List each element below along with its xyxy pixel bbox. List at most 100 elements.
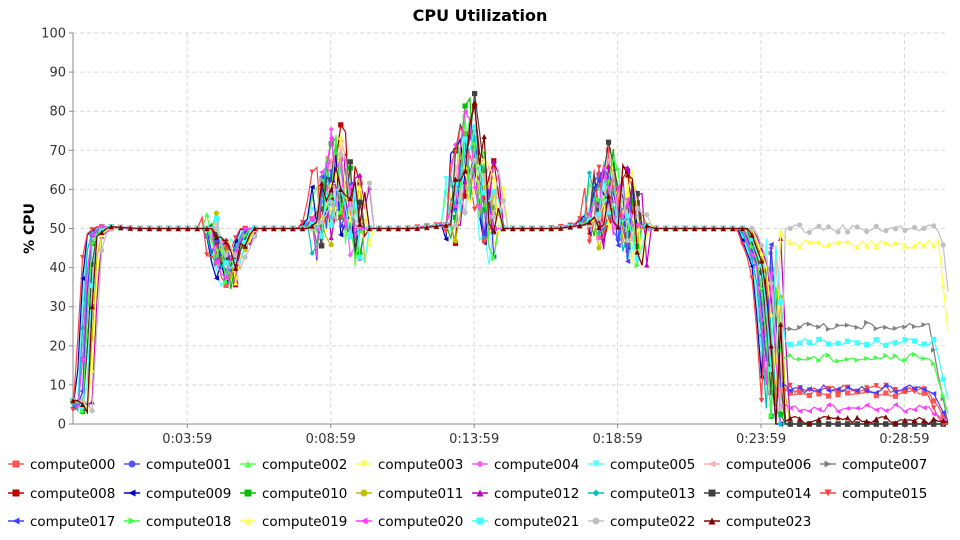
data-point (758, 397, 765, 404)
legend-marker (12, 460, 20, 468)
data-point (443, 229, 449, 235)
data-point (844, 415, 851, 421)
data-point (758, 250, 765, 256)
data-point (338, 122, 344, 128)
data-point (481, 240, 487, 246)
data-point (347, 226, 353, 232)
data-point (452, 149, 459, 155)
data-point (433, 223, 439, 229)
data-point (931, 391, 937, 397)
data-point (797, 389, 803, 395)
data-point (749, 225, 755, 232)
data-point (472, 140, 478, 147)
data-point (366, 241, 373, 247)
data-point (424, 224, 430, 230)
data-point (883, 352, 889, 359)
data-point (443, 236, 449, 242)
data-point (816, 357, 822, 363)
data-point (844, 405, 851, 412)
data-point (462, 168, 468, 174)
data-point (596, 164, 602, 170)
data-point (864, 402, 870, 408)
data-point (625, 172, 631, 178)
data-point (864, 228, 870, 235)
data-point (778, 299, 784, 305)
data-point (357, 221, 363, 227)
data-point (625, 213, 631, 219)
data-point (605, 193, 612, 199)
data-point (873, 326, 879, 332)
legend-marker (360, 489, 368, 497)
y-tick-label: 40 (49, 261, 66, 276)
data-point (749, 275, 755, 281)
data-point (500, 225, 506, 232)
data-point (299, 225, 306, 232)
data-point (204, 252, 210, 258)
data-point (758, 242, 765, 249)
data-point (940, 409, 946, 416)
data-point (768, 366, 774, 372)
data-point (758, 258, 765, 264)
data-point (844, 421, 851, 427)
data-point (797, 356, 803, 362)
data-point (605, 147, 612, 153)
legend-marker (708, 460, 716, 468)
data-point (625, 258, 631, 264)
data-point (739, 225, 745, 232)
data-point (806, 420, 812, 426)
data-point (452, 164, 459, 170)
data-point (242, 239, 248, 246)
data-point (931, 398, 937, 404)
data-point (118, 224, 124, 230)
data-point (328, 126, 334, 132)
data-point (864, 418, 870, 424)
legend-marker (476, 460, 484, 468)
data-point (739, 241, 745, 247)
legend-label: compute000 (30, 457, 115, 473)
legend-marker (360, 460, 368, 468)
data-point (902, 385, 908, 391)
data-point (911, 407, 918, 413)
legend-marker (824, 489, 832, 497)
data-point (625, 165, 631, 171)
data-point (768, 270, 774, 277)
data-point (625, 168, 631, 174)
legend-item-compute004: compute004 (472, 457, 579, 473)
data-point (768, 413, 774, 419)
data-point (931, 405, 937, 411)
data-point (491, 204, 497, 211)
data-point (232, 252, 239, 258)
data-point (854, 244, 860, 250)
data-point (864, 341, 870, 347)
data-point (328, 141, 334, 147)
data-point (223, 280, 229, 286)
data-point (108, 224, 114, 230)
data-point (758, 285, 765, 292)
legend-label: compute009 (146, 486, 231, 502)
legend-marker (12, 489, 20, 497)
data-point (261, 225, 267, 232)
data-point (596, 230, 602, 236)
legend-marker (592, 460, 600, 468)
data-point (873, 392, 879, 399)
data-point (931, 421, 937, 427)
y-tick-label: 80 (49, 105, 66, 120)
data-point (816, 421, 822, 427)
data-point (749, 244, 755, 250)
data-point (931, 243, 937, 249)
data-point (596, 176, 602, 182)
data-point (462, 210, 468, 216)
legend-label: compute021 (494, 514, 579, 530)
data-point (797, 244, 803, 250)
data-point (596, 224, 602, 231)
data-point (873, 337, 879, 343)
data-point (768, 343, 774, 349)
data-point (213, 234, 220, 241)
data-point (883, 421, 889, 427)
data-point (892, 325, 899, 331)
legend-label: compute018 (146, 514, 231, 530)
legend-marker (824, 460, 832, 468)
data-point (835, 358, 841, 364)
data-point (787, 341, 793, 348)
data-point (911, 351, 918, 358)
